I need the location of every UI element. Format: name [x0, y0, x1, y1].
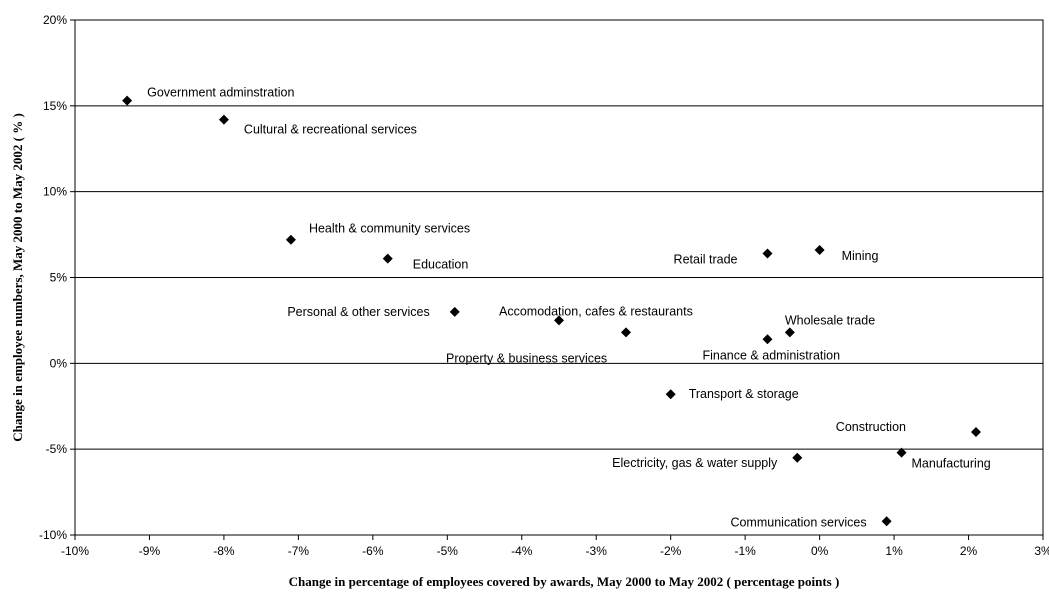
- x-tick-label: -9%: [139, 544, 161, 558]
- y-tick-label: 5%: [50, 271, 68, 285]
- data-point-label: Education: [413, 258, 469, 272]
- y-tick-label: 0%: [50, 356, 68, 370]
- data-point-marker: [762, 334, 773, 345]
- x-tick-label: 1%: [885, 544, 903, 558]
- data-point-label: Government adminstration: [147, 86, 294, 100]
- data-point-label: Accomodation, cafes & restaurants: [499, 304, 693, 318]
- y-tick-label: 10%: [43, 185, 67, 199]
- x-tick-label: 2%: [960, 544, 978, 558]
- data-point-marker: [218, 114, 229, 125]
- y-tick-label: 20%: [43, 13, 67, 27]
- data-point-marker: [285, 234, 296, 245]
- y-tick-label: 15%: [43, 99, 67, 113]
- x-tick-label: 3%: [1034, 544, 1049, 558]
- data-points: Government adminstration Cultural & recre…: [122, 86, 991, 529]
- y-tick-label: -10%: [39, 528, 67, 542]
- x-tick-label: -5%: [437, 544, 459, 558]
- data-point-label: Health & community services: [309, 222, 470, 236]
- data-point-marker: [449, 306, 460, 317]
- x-tick-label: -7%: [288, 544, 310, 558]
- x-tick-label: -4%: [511, 544, 533, 558]
- data-point-marker: [554, 315, 564, 326]
- y-axis-ticks: -10% -5% 0% 5% 10% 15% 20%: [39, 13, 75, 542]
- gridlines: [75, 105, 1043, 450]
- x-tick-label: -8%: [213, 544, 235, 558]
- x-axis-ticks: -10% -9% -8% -7% -6% -5% -4% -3% -2% -1% 0% 1% 2% 3%: [61, 535, 1049, 558]
- data-point-marker: [792, 452, 803, 463]
- x-tick-label: -3%: [586, 544, 608, 558]
- y-tick-label: -5%: [46, 442, 68, 456]
- data-point-label: Property & business services: [446, 351, 607, 365]
- x-tick-label: -2%: [660, 544, 682, 558]
- data-point-marker: [621, 327, 632, 338]
- data-point-label: Personal & other services: [287, 305, 429, 319]
- data-point-label: Finance & administration: [702, 348, 840, 362]
- data-point-label: Communication services: [730, 515, 866, 529]
- data-point-marker: [382, 253, 393, 264]
- data-point-label: Electricity, gas & water supply: [612, 456, 778, 470]
- x-tick-label: -6%: [362, 544, 384, 558]
- data-point-marker: [970, 427, 981, 437]
- data-point-label: Transport & storage: [689, 387, 799, 401]
- data-point-label: Retail trade: [674, 252, 738, 266]
- y-axis-title: Change in employee numbers, May 2000 to …: [10, 113, 25, 442]
- x-tick-label: -10%: [61, 544, 89, 558]
- data-point-marker: [122, 95, 133, 106]
- data-point-marker: [896, 447, 907, 458]
- x-tick-label: -1%: [734, 544, 756, 558]
- data-point-label: Cultural & recreational services: [244, 123, 417, 137]
- x-axis-title: Change in percentage of employees covere…: [289, 574, 840, 589]
- x-tick-label: 0%: [811, 544, 829, 558]
- data-point-label: Manufacturing: [912, 457, 991, 471]
- data-point-label: Construction: [836, 420, 906, 434]
- data-point-marker: [881, 516, 892, 527]
- data-point-marker: [784, 327, 795, 338]
- data-point-marker: [814, 245, 825, 256]
- data-point-label: Wholesale trade: [785, 313, 875, 327]
- data-point-label: Mining: [842, 249, 879, 263]
- data-point-marker: [762, 248, 773, 259]
- data-point-marker: [665, 389, 676, 400]
